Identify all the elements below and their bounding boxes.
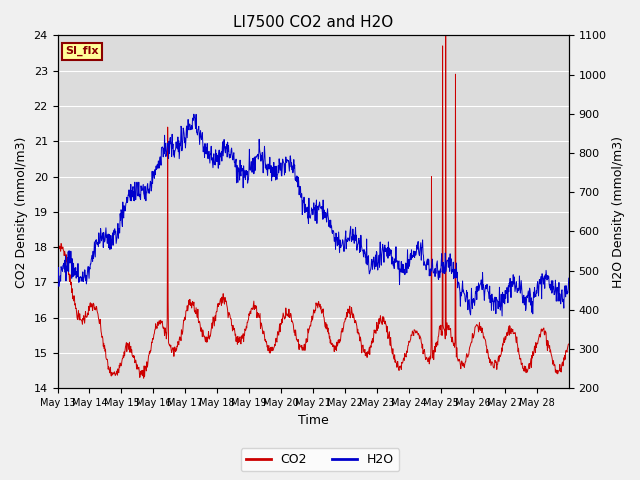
Title: LI7500 CO2 and H2O: LI7500 CO2 and H2O [233, 15, 393, 30]
X-axis label: Time: Time [298, 414, 328, 427]
Legend: CO2, H2O: CO2, H2O [241, 448, 399, 471]
Y-axis label: H2O Density (mmol/m3): H2O Density (mmol/m3) [612, 136, 625, 288]
Text: SI_flx: SI_flx [65, 46, 99, 56]
Y-axis label: CO2 Density (mmol/m3): CO2 Density (mmol/m3) [15, 136, 28, 288]
